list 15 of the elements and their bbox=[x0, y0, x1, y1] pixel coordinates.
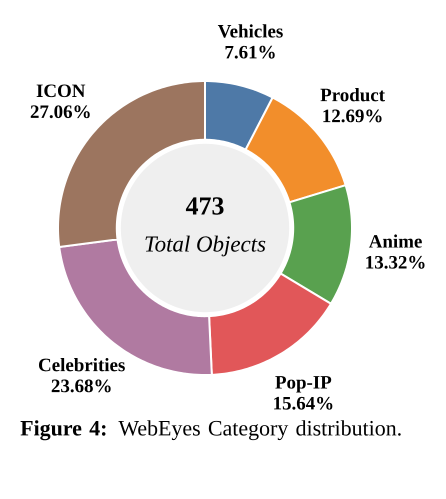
slice-label: Vehicles bbox=[218, 24, 283, 38]
data-label: 12.69% bbox=[323, 110, 382, 122]
slice-label: Product bbox=[320, 88, 385, 102]
slice-label: Pop-IP bbox=[275, 376, 332, 393]
text: Figure 4: WebEyes Category distribution. bbox=[20, 420, 401, 440]
data-label: 23.68% bbox=[52, 379, 111, 392]
slice-label: ICON bbox=[36, 84, 86, 98]
data-label: 7.61% bbox=[226, 46, 275, 59]
slice-label: Anime bbox=[368, 234, 422, 248]
text: Total Objects bbox=[145, 236, 266, 256]
data-label: 27.06% bbox=[30, 105, 90, 118]
text: 473 bbox=[186, 197, 224, 215]
data-label: 15.64% bbox=[274, 396, 332, 410]
slice-label: Celebrities bbox=[38, 358, 125, 372]
data-label: 13.32% bbox=[366, 256, 425, 269]
